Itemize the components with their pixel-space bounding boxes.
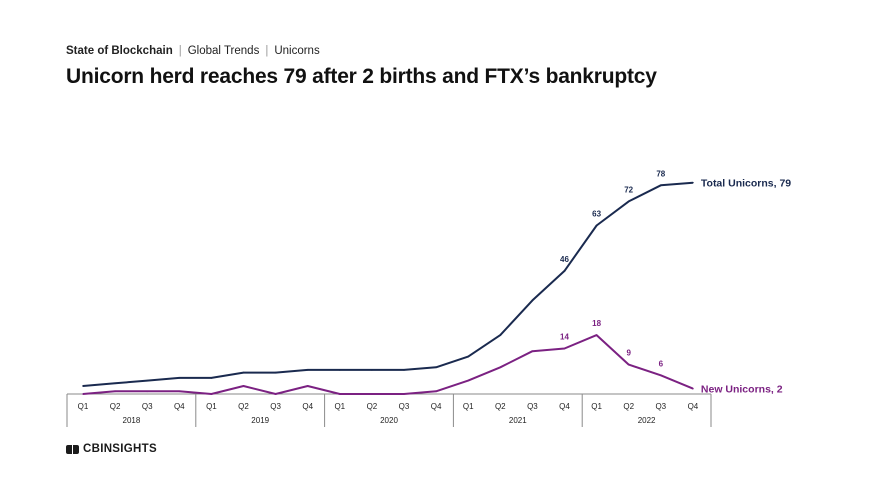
- new-unicorns-data-label: 9: [626, 349, 631, 358]
- new-unicorns-point: [595, 334, 598, 336]
- x-tick-label: Q2: [238, 402, 249, 411]
- x-tick-label: Q3: [527, 402, 538, 411]
- new-unicorns-point: [531, 350, 534, 353]
- total-unicorns-point: [242, 371, 245, 374]
- total-unicorns-point: [692, 181, 694, 184]
- x-tick-label: Q4: [174, 402, 185, 411]
- total-unicorns-point: [210, 377, 213, 379]
- total-unicorns-point: [403, 369, 405, 371]
- total-unicorns-point: [499, 334, 502, 336]
- breadcrumb-item: Global Trends: [187, 45, 260, 57]
- x-tick-label: Q1: [463, 402, 474, 411]
- new-unicorns-point: [627, 363, 630, 366]
- new-unicorns-point: [660, 374, 662, 377]
- total-unicorns-point: [274, 371, 277, 374]
- breadcrumb-item: Unicorns: [274, 45, 320, 57]
- new-unicorns-point: [210, 393, 213, 395]
- x-year-label: 2018: [123, 416, 141, 425]
- new-unicorns-line: [82, 334, 694, 395]
- x-tick-label: Q4: [688, 402, 699, 411]
- total-unicorns-end-label: Total Unicorns, 79: [701, 178, 791, 190]
- logo-text: CBINSIGHTS: [83, 443, 157, 455]
- x-tick-label: Q3: [399, 402, 410, 411]
- new-unicorns-data-label: 14: [560, 333, 569, 342]
- new-unicorns-point: [146, 390, 148, 393]
- total-unicorns-data-label: 78: [656, 169, 665, 178]
- x-tick-label: Q3: [270, 402, 281, 411]
- breadcrumb-separator: |: [178, 45, 182, 57]
- x-year-label: 2019: [251, 416, 269, 425]
- cb-insights-logo-icon: [66, 444, 79, 454]
- new-unicorns-point: [692, 387, 694, 390]
- cb-insights-logo: CBINSIGHTS: [66, 443, 157, 455]
- total-unicorns-point: [627, 200, 630, 203]
- total-unicorns-point: [306, 369, 309, 371]
- x-tick-label: Q1: [78, 402, 89, 411]
- x-tick-label: Q4: [302, 402, 313, 411]
- total-unicorns-point: [178, 377, 181, 379]
- new-unicorns-point: [306, 385, 309, 387]
- total-unicorns-point: [531, 299, 534, 302]
- new-unicorns-data-label: 6: [659, 359, 664, 368]
- x-tick-label: Q1: [334, 402, 345, 411]
- total-unicorns-data-label: 72: [624, 185, 633, 194]
- new-unicorns-point: [563, 347, 566, 350]
- breadcrumb-item: State of Blockchain: [66, 45, 173, 57]
- new-unicorns-data-label: 18: [592, 319, 601, 328]
- new-unicorns-point: [114, 390, 116, 393]
- page-title: Unicorn herd reaches 79 after 2 births a…: [66, 65, 657, 88]
- total-unicorns-line: [82, 181, 693, 387]
- new-unicorns-point: [499, 366, 502, 369]
- new-unicorns-end-label: New Unicorns, 2: [701, 384, 783, 396]
- new-unicorns-point: [178, 390, 181, 393]
- total-unicorns-point: [82, 385, 84, 387]
- total-unicorns-data-label: 46: [560, 255, 569, 264]
- new-unicorns-point: [82, 393, 84, 395]
- total-unicorns-point: [563, 270, 566, 272]
- x-tick-label: Q4: [431, 402, 442, 411]
- total-unicorns-point: [146, 379, 148, 382]
- new-unicorns-point: [403, 393, 405, 395]
- total-unicorns-point: [371, 369, 373, 371]
- total-unicorns-point: [660, 184, 662, 187]
- total-unicorns-point: [339, 369, 341, 371]
- x-tick-label: Q1: [206, 402, 217, 411]
- total-unicorns-point: [467, 355, 470, 358]
- x-tick-label: Q3: [655, 402, 666, 411]
- total-unicorns-point: [595, 224, 598, 227]
- x-year-label: 2021: [509, 416, 527, 425]
- total-unicorns-data-label: 63: [592, 209, 601, 218]
- x-tick-label: Q2: [110, 402, 121, 411]
- x-tick-label: Q4: [559, 402, 570, 411]
- x-tick-label: Q3: [142, 402, 153, 411]
- total-unicorns-point: [114, 382, 116, 385]
- new-unicorns-point: [274, 393, 277, 395]
- total-unicorns-point: [435, 366, 437, 369]
- x-tick-label: Q2: [623, 402, 634, 411]
- new-unicorns-point: [467, 379, 470, 382]
- x-year-label: 2020: [380, 416, 398, 425]
- new-unicorns-point: [371, 393, 373, 395]
- breadcrumb-separator: |: [265, 45, 269, 57]
- x-tick-label: Q2: [367, 402, 378, 411]
- x-tick-label: Q2: [495, 402, 506, 411]
- new-unicorns-point: [339, 393, 341, 395]
- x-tick-label: Q1: [591, 402, 602, 411]
- x-year-label: 2022: [638, 416, 656, 425]
- new-unicorns-point: [242, 385, 245, 387]
- breadcrumb: State of Blockchain | Global Trends | Unicor…: [66, 45, 320, 57]
- new-unicorns-point: [435, 390, 437, 393]
